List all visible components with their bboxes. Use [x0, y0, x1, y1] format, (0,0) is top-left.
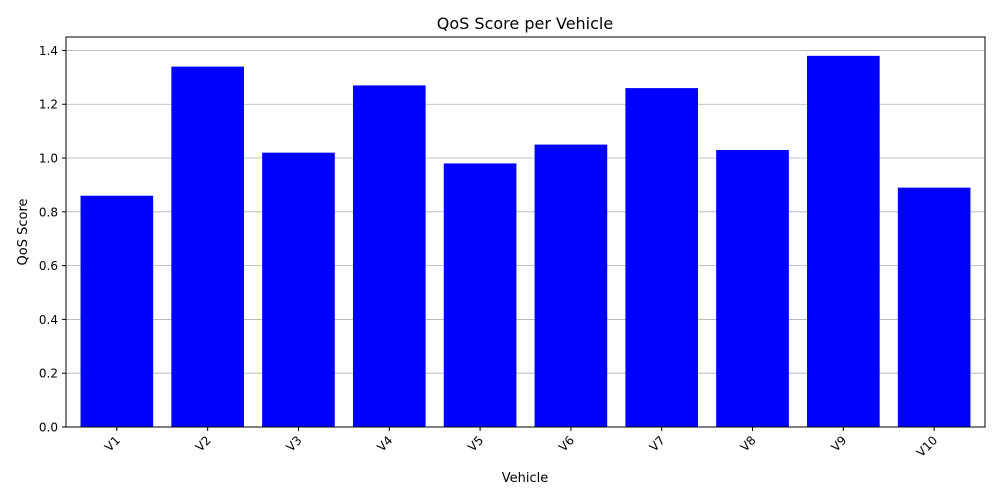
bar-v10	[897, 187, 971, 427]
x-ticks: V1 V2 V3 V4 V5 V6 V7 V8 V9 V10	[102, 427, 940, 460]
y-axis-label: QoS Score	[16, 199, 31, 266]
x-tick-label: V8	[738, 433, 759, 454]
bar-v5	[443, 163, 517, 427]
bars	[80, 55, 971, 428]
x-tick-label: V1	[102, 433, 123, 454]
bar-v8	[716, 149, 789, 427]
axes	[65, 36, 986, 428]
x-tick-label: V7	[647, 433, 668, 454]
bar-v6	[534, 144, 608, 427]
x-axis-label: Vehicle	[502, 471, 549, 486]
y-tick-label: 0.6	[39, 259, 58, 273]
x-tick-label: V10	[914, 433, 941, 460]
x-tick-label: V9	[828, 433, 849, 454]
chart-title: QoS Score per Vehicle	[437, 14, 613, 33]
x-tick-label: V3	[283, 433, 304, 454]
bar-v9	[807, 55, 880, 428]
y-tick-label: 0.2	[39, 367, 58, 381]
x-tick-label: V6	[556, 433, 577, 454]
y-tick-label: 0.8	[39, 205, 58, 219]
x-tick-label: V2	[193, 433, 214, 454]
bar-v7	[625, 88, 699, 427]
y-tick-label: 1.2	[39, 98, 58, 112]
y-ticks: 0.0 0.2 0.4 0.6 0.8 1.0 1.2 1.4	[39, 44, 66, 435]
x-tick-label: V5	[465, 433, 486, 454]
y-tick-label: 0.4	[39, 313, 58, 327]
y-tick-label: 0.0	[39, 421, 58, 435]
bar-v3	[262, 152, 335, 428]
plot-frame	[65, 36, 986, 428]
y-tick-label: 1.0	[39, 152, 58, 166]
bar-v1	[80, 195, 154, 427]
bar-v2	[171, 66, 244, 427]
y-tick-label: 1.4	[39, 44, 58, 58]
bar-v4	[352, 85, 426, 428]
x-tick-label: V4	[374, 433, 395, 454]
